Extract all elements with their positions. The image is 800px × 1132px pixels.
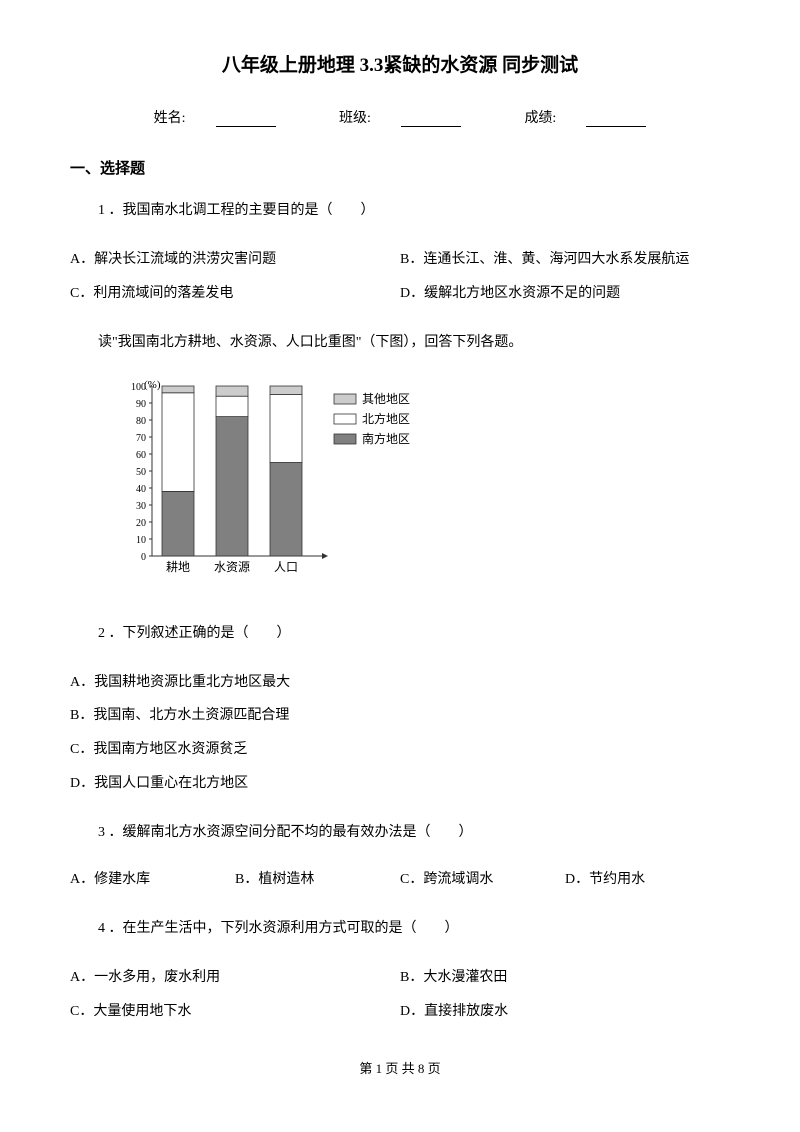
q2-option-a: A．我国耕地资源比重北方地区最大 bbox=[70, 666, 730, 700]
q4-option-a: A．一水多用，废水利用 bbox=[70, 961, 400, 995]
svg-text:100: 100 bbox=[131, 382, 146, 393]
svg-text:20: 20 bbox=[136, 518, 146, 529]
svg-text:北方地区: 北方地区 bbox=[362, 411, 410, 426]
svg-text:耕地: 耕地 bbox=[166, 559, 190, 574]
q3-option-a: A．修建水库 bbox=[70, 865, 235, 896]
score-label: 成绩: bbox=[509, 111, 661, 126]
q2-option-d: D．我国人口重心在北方地区 bbox=[70, 767, 730, 801]
q4-option-d: D．直接排放废水 bbox=[400, 995, 730, 1029]
section-heading: 一、选择题 bbox=[70, 157, 730, 178]
q1-option-d: D．缓解北方地区水资源不足的问题 bbox=[400, 277, 730, 311]
svg-text:80: 80 bbox=[136, 416, 146, 427]
q1-option-b: B．连通长江、淮、黄、海河四大水系发展航运 bbox=[400, 243, 730, 277]
svg-text:60: 60 bbox=[136, 450, 146, 461]
question-3-text: 3 ．缓解南北方水资源空间分配不均的最有效办法是（ ） bbox=[70, 820, 730, 845]
bar-chart: (%)0102030405060708090100耕地水资源人口其他地区北方地区… bbox=[110, 376, 730, 596]
svg-text:90: 90 bbox=[136, 399, 146, 410]
question-3-options: A．修建水库 B．植树造林 C．跨流域调水 D．节约用水 bbox=[70, 865, 730, 896]
class-label: 班级: bbox=[324, 111, 476, 126]
q3-option-b: B．植树造林 bbox=[235, 865, 400, 896]
question-1-text: 1 ．我国南水北调工程的主要目的是（ ） bbox=[70, 198, 730, 223]
question-2-options: A．我国耕地资源比重北方地区最大 B．我国南、北方水土资源匹配合理 C．我国南方… bbox=[70, 666, 730, 800]
question-4-options: A．一水多用，废水利用 B．大水漫灌农田 C．大量使用地下水 D．直接排放废水 bbox=[70, 961, 730, 1028]
svg-text:50: 50 bbox=[136, 467, 146, 478]
q3-option-c: C．跨流域调水 bbox=[400, 865, 565, 896]
question-2-text: 2 ．下列叙述正确的是（ ） bbox=[70, 621, 730, 646]
page-footer: 第 1 页 共 8 页 bbox=[70, 1058, 730, 1077]
student-info-line: 姓名: 班级: 成绩: bbox=[70, 107, 730, 127]
page-title: 八年级上册地理 3.3紧缺的水资源 同步测试 bbox=[70, 50, 730, 77]
q3-option-d: D．节约用水 bbox=[565, 865, 730, 896]
question-4-text: 4 ．在生产生活中，下列水资源利用方式可取的是（ ） bbox=[70, 916, 730, 941]
question-1-options: A．解决长江流域的洪涝灾害问题 B．连通长江、淮、黄、海河四大水系发展航运 C．… bbox=[70, 243, 730, 310]
svg-text:南方地区: 南方地区 bbox=[362, 431, 410, 446]
svg-text:其他地区: 其他地区 bbox=[362, 392, 410, 406]
q1-option-a: A．解决长江流域的洪涝灾害问题 bbox=[70, 243, 400, 277]
svg-text:10: 10 bbox=[136, 535, 146, 546]
q4-option-b: B．大水漫灌农田 bbox=[400, 961, 730, 995]
svg-text:40: 40 bbox=[136, 484, 146, 495]
svg-text:水资源: 水资源 bbox=[214, 560, 250, 574]
svg-text:70: 70 bbox=[136, 433, 146, 444]
q2-option-b: B．我国南、北方水土资源匹配合理 bbox=[70, 699, 730, 733]
q2-option-c: C．我国南方地区水资源贫乏 bbox=[70, 733, 730, 767]
q4-option-c: C．大量使用地下水 bbox=[70, 995, 400, 1029]
svg-text:0: 0 bbox=[141, 552, 146, 563]
name-label: 姓名: bbox=[139, 111, 291, 126]
q1-option-c: C．利用流域间的落差发电 bbox=[70, 277, 400, 311]
svg-text:人口: 人口 bbox=[274, 560, 298, 574]
svg-text:30: 30 bbox=[136, 501, 146, 512]
chart-intro-text: 读"我国南北方耕地、水资源、人口比重图"（下图），回答下列各题。 bbox=[70, 330, 730, 355]
